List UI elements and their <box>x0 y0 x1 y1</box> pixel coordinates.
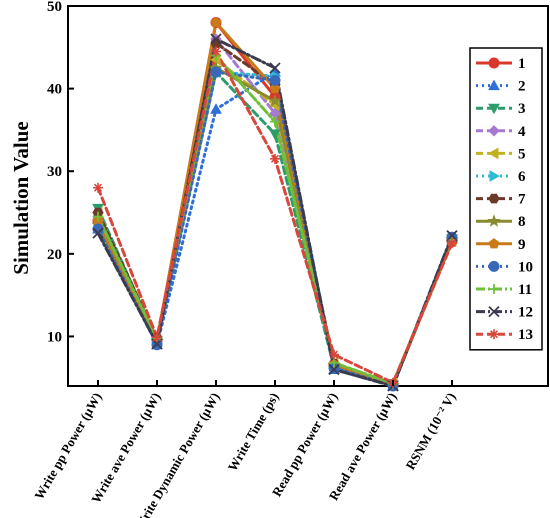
legend-label: 9 <box>518 237 526 253</box>
data-point-9 <box>269 82 281 94</box>
data-point-13 <box>329 349 339 360</box>
series-markers <box>91 16 459 392</box>
legend-label: 10 <box>518 259 533 275</box>
legend-label: 1 <box>518 56 526 72</box>
data-point-10 <box>210 66 222 78</box>
data-point-13 <box>152 332 162 343</box>
legend-label: 5 <box>518 146 526 162</box>
data-point-11 <box>93 211 103 222</box>
legend-marker-5 <box>487 147 499 160</box>
data-point-3 <box>269 129 281 141</box>
data-point-12 <box>269 62 281 74</box>
x-tick-label: RSNM (10⁻² V) <box>402 390 458 472</box>
x-tick-label: Write pp Power (µW) <box>31 390 104 502</box>
y-tick-label: 50 <box>47 0 62 15</box>
legend-marker-2 <box>488 79 500 91</box>
legend-label: 4 <box>518 124 526 140</box>
data-point-12 <box>446 230 458 242</box>
data-point-12 <box>92 227 104 239</box>
data-point-10 <box>269 74 281 86</box>
x-axis: Write pp Power (µW)Write ave Power (µW)W… <box>31 380 459 518</box>
data-point-12 <box>210 33 222 45</box>
y-axis-title: Simulation Value <box>9 121 33 274</box>
legend-marker-4 <box>488 125 500 137</box>
data-point-11 <box>270 116 280 127</box>
legend-label: 7 <box>518 192 526 208</box>
legend-label: 11 <box>518 282 532 298</box>
y-tick-label: 30 <box>47 164 62 180</box>
legend-label: 2 <box>518 79 526 95</box>
legend-label: 8 <box>518 214 526 230</box>
legend-label: 6 <box>518 169 526 185</box>
legend-marker-11 <box>489 284 499 294</box>
x-tick-label: Read ave Power (µW) <box>326 390 400 503</box>
legend-marker-12 <box>488 305 500 318</box>
legend-label: 12 <box>518 305 533 321</box>
data-point-12 <box>328 363 340 376</box>
legend-marker-6 <box>489 170 501 182</box>
data-point-9 <box>210 16 222 28</box>
data-point-2 <box>210 103 222 114</box>
data-point-13 <box>211 46 221 57</box>
legend-label: 3 <box>518 101 526 117</box>
x-tick-label: Read pp Power (µW) <box>269 390 341 499</box>
y-tick-label: 20 <box>47 247 62 263</box>
y-tick-label: 10 <box>47 329 62 345</box>
legend-marker-10 <box>488 260 500 272</box>
data-point-13 <box>447 238 457 249</box>
legend-marker-3 <box>488 103 500 115</box>
x-tick-label: Write Time (ps) <box>225 390 282 474</box>
legend-marker-9 <box>488 238 500 249</box>
data-point-13 <box>93 182 103 193</box>
y-axis: 10 20 30 40 50 <box>47 0 74 345</box>
legend-marker-8 <box>487 214 501 227</box>
data-point-8 <box>268 94 282 107</box>
data-point-13 <box>270 153 280 164</box>
y-tick-label: 40 <box>47 82 62 98</box>
legend-marker-13 <box>489 329 499 340</box>
legend-marker-1 <box>488 57 500 69</box>
legend-label: 13 <box>518 327 533 343</box>
legend-marker-7 <box>488 193 500 204</box>
